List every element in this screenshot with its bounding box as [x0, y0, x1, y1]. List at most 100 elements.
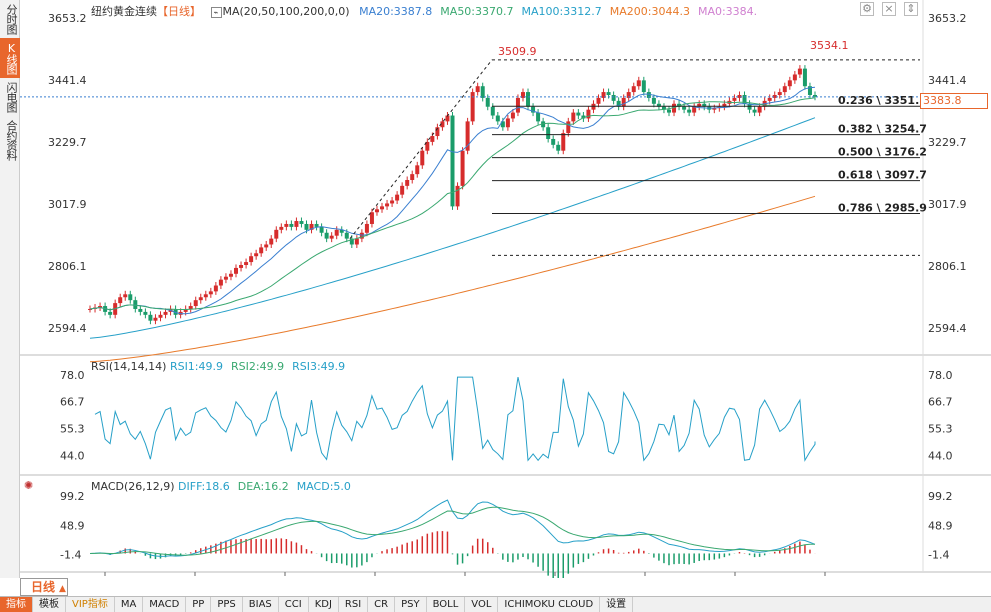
candle-body[interactable] [651, 97, 656, 104]
macd-setting[interactable]: MACD(26,12,9) [91, 480, 175, 493]
candle-body[interactable] [395, 194, 400, 201]
candle-body[interactable] [546, 127, 551, 139]
candle-body[interactable] [430, 136, 435, 142]
candle-body[interactable] [143, 311, 148, 315]
candle-body[interactable] [641, 80, 646, 93]
candle-body[interactable] [385, 203, 390, 207]
candle-body[interactable] [661, 106, 666, 110]
candle-body[interactable] [687, 109, 692, 113]
candle-body[interactable] [309, 223, 314, 230]
candle-body[interactable] [787, 80, 792, 87]
candle-body[interactable] [228, 273, 233, 277]
candle-body[interactable] [294, 221, 299, 227]
candle-body[interactable] [732, 97, 737, 101]
candle-body[interactable] [203, 294, 208, 298]
candle-body[interactable] [490, 106, 495, 116]
candle-body[interactable] [279, 226, 284, 230]
candle-body[interactable] [188, 306, 193, 309]
candle-body[interactable] [601, 92, 606, 98]
candle-body[interactable] [566, 121, 571, 134]
toolbar-tab-9[interactable]: KDJ [309, 597, 339, 612]
candle-body[interactable] [702, 103, 707, 107]
candle-body[interactable] [254, 253, 259, 257]
candle-body[interactable] [108, 311, 113, 315]
candle-body[interactable] [626, 92, 631, 98]
candle-body[interactable] [213, 285, 218, 292]
candle-body[interactable] [777, 92, 782, 95]
toolbar-tab-5[interactable]: PP [186, 597, 212, 612]
candle-body[interactable] [173, 308, 178, 315]
candle-body[interactable] [616, 100, 621, 107]
candle-body[interactable] [621, 97, 626, 107]
candle-body[interactable] [274, 229, 279, 239]
candle-body[interactable] [813, 95, 817, 97]
candle-body[interactable] [239, 265, 244, 268]
candle-body[interactable] [636, 80, 641, 87]
toolbar-tab-2[interactable]: VIP指标 [66, 597, 115, 612]
candle-body[interactable] [510, 112, 515, 119]
candle-body[interactable] [259, 247, 264, 254]
toolbar-tab-10[interactable]: RSI [339, 597, 369, 612]
candle-body[interactable] [364, 223, 369, 233]
candle-body[interactable] [218, 279, 223, 286]
left-tab-3[interactable]: 合约资料 [5, 120, 18, 160]
candle-body[interactable] [515, 97, 520, 113]
candle-body[interactable] [772, 95, 777, 98]
candle-body[interactable] [445, 115, 450, 122]
candle-body[interactable] [495, 115, 500, 122]
candle-body[interactable] [339, 229, 344, 233]
candle-body[interactable] [470, 92, 475, 122]
timeframe-selector[interactable]: 日线 ▲ [20, 578, 68, 596]
candle-body[interactable] [118, 297, 123, 304]
candle-body[interactable] [359, 232, 364, 239]
candle-body[interactable] [460, 150, 465, 186]
candle-body[interactable] [611, 95, 616, 101]
candle-body[interactable] [722, 103, 727, 107]
candle-body[interactable] [606, 92, 611, 95]
candle-body[interactable] [223, 276, 228, 280]
candle-body[interactable] [319, 226, 324, 233]
candle-body[interactable] [802, 68, 807, 87]
candle-body[interactable] [591, 103, 596, 110]
candle-body[interactable] [531, 106, 536, 113]
candle-body[interactable] [244, 262, 249, 265]
candle-body[interactable] [692, 106, 697, 113]
candle-body[interactable] [596, 97, 601, 104]
candle-body[interactable] [576, 112, 581, 116]
left-tab-0[interactable]: 分时图 [5, 4, 18, 34]
candle-body[interactable] [198, 297, 203, 301]
toolbar-tab-3[interactable]: MA [115, 597, 144, 612]
toolbar-tab-16[interactable]: 设置 [600, 597, 634, 612]
candle-body[interactable] [158, 314, 163, 318]
candle-body[interactable] [183, 308, 188, 312]
candle-body[interactable] [581, 115, 586, 119]
candle-body[interactable] [752, 109, 757, 113]
candle-body[interactable] [344, 232, 349, 239]
candle-body[interactable] [767, 97, 772, 101]
ma-setting[interactable]: MA(20,50,100,200,0,0) [222, 5, 350, 18]
candle-body[interactable] [455, 185, 460, 207]
candle-body[interactable] [400, 185, 405, 195]
candle-body[interactable] [153, 317, 158, 321]
candle-body[interactable] [782, 86, 787, 93]
candle-body[interactable] [314, 223, 319, 227]
candle-body[interactable] [541, 121, 546, 128]
candle-body[interactable] [234, 267, 239, 274]
candle-body[interactable] [138, 308, 143, 312]
candle-body[interactable] [757, 106, 762, 113]
candle-body[interactable] [289, 223, 294, 227]
candle-body[interactable] [420, 150, 425, 166]
close-icon[interactable]: × [882, 2, 896, 16]
settings-icon[interactable]: ⚙ [860, 2, 874, 16]
candle-body[interactable] [505, 118, 510, 128]
candle-body[interactable] [440, 121, 445, 128]
macd-sun-icon[interactable]: ✺ [24, 479, 34, 492]
candle-body[interactable] [354, 238, 359, 245]
ma-chart-icon[interactable]: ⌁ [210, 7, 222, 18]
candle-body[interactable] [425, 141, 430, 151]
chart-canvas[interactable]: 3653.2 3653.2 3441.4 3441.4 3229.7 3229.7 3017… [20, 0, 991, 578]
candle-body[interactable] [797, 68, 802, 75]
candle-body[interactable] [369, 212, 374, 224]
toolbar-tab-0[interactable]: 指标 [0, 597, 33, 612]
candle-body[interactable] [128, 294, 133, 301]
